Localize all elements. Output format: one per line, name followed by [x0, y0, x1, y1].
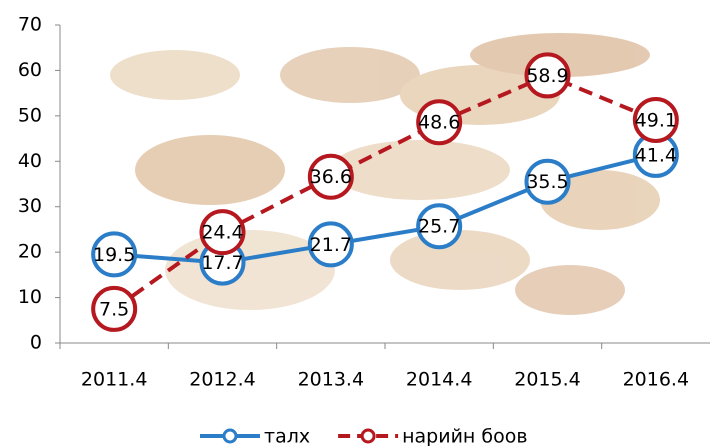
- y-tick-label: 0: [30, 332, 42, 354]
- x-tick-label: 2011.4: [81, 369, 147, 391]
- data-label: 25.7: [418, 216, 460, 238]
- data-label: 19.5: [93, 244, 135, 266]
- x-tick-label: 2015.4: [514, 369, 580, 391]
- x-tick-label: 2013.4: [298, 369, 364, 391]
- data-label: 41.4: [635, 144, 677, 166]
- data-label: 36.6: [310, 166, 352, 188]
- data-label: 35.5: [526, 171, 568, 193]
- x-tick-label: 2012.4: [189, 369, 255, 391]
- x-tick-label: 2016.4: [623, 369, 689, 391]
- chart: 0 10 20 30 40 50 60 70 2011.4 2012.4 2013.4 2014.4 2…: [0, 0, 711, 446]
- legend-marker: [224, 430, 236, 442]
- data-label: 24.4: [201, 222, 243, 244]
- y-tick-label: 30: [18, 195, 42, 217]
- data-label: 58.9: [526, 65, 568, 87]
- y-tick-label: 50: [18, 104, 42, 126]
- legend-label: талх: [264, 426, 310, 446]
- y-tick-label: 60: [18, 59, 42, 81]
- data-label: 48.6: [418, 112, 460, 134]
- y-tick-label: 20: [18, 241, 42, 263]
- y-tick-label: 40: [18, 150, 42, 172]
- legend: талх нарийн боов: [200, 426, 528, 446]
- data-label: 17.7: [201, 252, 243, 274]
- data-label: 49.1: [635, 109, 677, 131]
- legend-marker: [362, 430, 374, 442]
- data-label: 21.7: [310, 234, 352, 256]
- data-label: 7.5: [99, 298, 129, 320]
- y-tick-label: 70: [18, 14, 42, 36]
- y-tick-label: 10: [18, 286, 42, 308]
- x-tick-label: 2014.4: [406, 369, 472, 391]
- legend-label: нарийн боов: [402, 426, 527, 446]
